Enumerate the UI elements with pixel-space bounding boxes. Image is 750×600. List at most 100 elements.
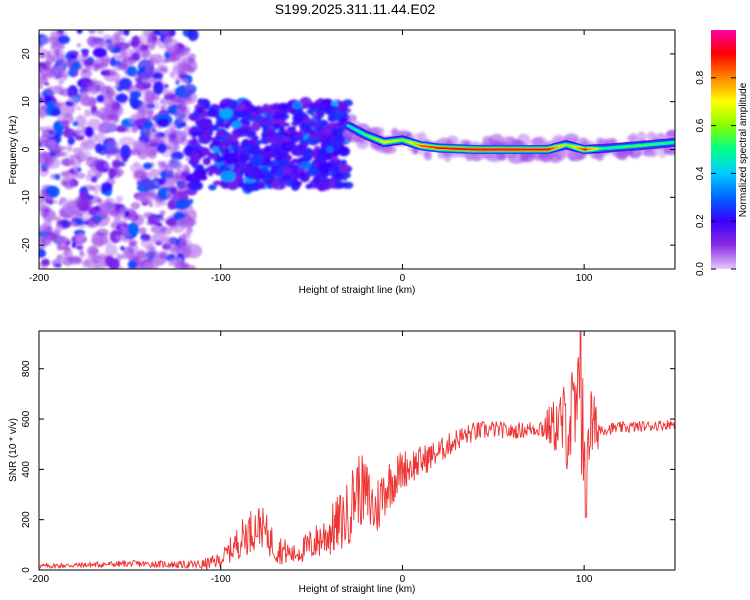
spectrogram-blob: [42, 219, 52, 229]
spectrogram-blob: [64, 173, 73, 180]
spectrogram-blob: [329, 167, 334, 173]
spectrogram-blob: [197, 106, 203, 114]
spectrogram-blob: [143, 212, 149, 217]
spectrogram-blob: [115, 93, 129, 103]
spectrogram-blob: [167, 257, 175, 267]
spectrogram-blob: [225, 149, 230, 154]
spectrogram-blob: [262, 125, 269, 135]
spectrogram-blob: [62, 251, 70, 256]
spectrogram-blob: [200, 129, 207, 135]
spectrogram-blob: [70, 166, 80, 176]
spectrogram-blob: [120, 144, 131, 160]
spectrogram-blob: [76, 172, 86, 179]
spectrogram-blob: [165, 218, 177, 227]
spectrogram-blob: [170, 151, 184, 160]
snr-xtick-label: 0: [400, 574, 406, 585]
spectrogram-blob: [125, 126, 132, 134]
snr-panel: -200 -100 0 100 0 200 400 600 800 Height of stra…: [8, 330, 676, 595]
spectrogram-blob: [218, 140, 233, 148]
spectrogram-blob: [62, 157, 75, 167]
spectrogram-blob: [294, 181, 303, 186]
spectrogram-blob: [85, 126, 94, 138]
spectrogram-blob: [121, 253, 131, 259]
spectrogram-blob: [636, 131, 647, 143]
spectrogram-blob: [96, 94, 105, 103]
spectrogram-blob: [331, 164, 338, 169]
spectrogram-blob: [111, 159, 122, 169]
spectrogram-blob: [50, 43, 65, 50]
spectrogram-blob: [183, 89, 191, 97]
spectrogram-blob: [243, 166, 253, 174]
spectrogram-blob: [207, 171, 214, 177]
spectrogram-blob: [231, 140, 240, 148]
spectrogram-blob: [190, 150, 200, 165]
spectrogram-blob: [85, 174, 92, 182]
spectrogram-blob: [254, 135, 259, 140]
spectrogram-blob: [110, 167, 124, 177]
spectrogram-blob: [164, 35, 174, 44]
spectrogram-blob: [174, 198, 191, 210]
spectrogram-blob: [167, 99, 173, 104]
spectrogram-blob: [278, 105, 287, 109]
spectrogram-blob: [202, 157, 211, 166]
spectrogram-blob: [334, 182, 341, 186]
spectrogram-blob: [219, 102, 228, 110]
spectrogram-blob: [39, 203, 46, 213]
spectrogram-blob: [331, 100, 338, 107]
spectrogram-blob: [76, 245, 84, 250]
spectrogram-blob: [69, 53, 78, 60]
colorbar-gradient: [711, 30, 736, 269]
spectrogram-blob: [172, 143, 181, 151]
spectrogram-blob: [423, 152, 433, 161]
spectrogram-blob: [156, 63, 166, 72]
spectrogram-blob: [212, 156, 217, 162]
spectrogram-blob: [46, 101, 55, 110]
spectrogram-blob: [131, 149, 142, 156]
spectrogram-blob: [125, 84, 134, 93]
spectrogram-blob: [122, 214, 132, 221]
spectrogram-blob: [51, 259, 62, 268]
spectrogram-blob: [170, 158, 176, 165]
spectrogram-blob: [496, 151, 507, 161]
spectrogram-blob: [42, 209, 56, 222]
spectrogram-blob: [220, 170, 236, 182]
spectrogram-blob: [137, 104, 148, 116]
spectrogram-blob: [88, 186, 96, 191]
spectrogram-line: [343, 121, 675, 154]
spectrogram-blob: [142, 162, 153, 170]
spectrogram-blob: [595, 137, 605, 147]
spectrogram-blob: [108, 208, 117, 217]
spectrogram-blob: [41, 265, 48, 269]
spectrogram-blob: [170, 127, 176, 132]
spectrogram-blob: [138, 227, 147, 236]
spectrogram-blob: [39, 49, 51, 58]
spectrogram-blob: [257, 183, 266, 190]
colorbar-tick-label: 0.2: [695, 214, 706, 228]
spectrogram-blob: [180, 262, 187, 269]
spectrogram-blob: [39, 156, 45, 165]
spectrogram-blob: [54, 48, 61, 56]
spectrogram-blob: [67, 96, 80, 103]
spectrogram-blob: [305, 183, 313, 189]
spectrogram-blob: [182, 231, 191, 239]
spectrogram-blob: [265, 150, 276, 159]
spectrogram-blob: [184, 83, 195, 91]
spectrogram-ytick-label: -20: [21, 237, 32, 252]
spectrogram-blob: [180, 121, 187, 127]
spectrogram-blob: [304, 147, 313, 155]
spectrogram-blob: [187, 30, 199, 42]
spectrogram-blob: [290, 144, 307, 157]
spectrogram-blob: [231, 120, 242, 129]
spectrogram-blob: [41, 167, 48, 172]
spectrogram-blob: [96, 30, 105, 35]
spectrogram-blob: [276, 167, 284, 176]
spectrogram-blob: [120, 51, 129, 59]
spectrogram-blob: [334, 173, 343, 179]
spectrogram-blob: [188, 53, 196, 61]
spectrogram-blob: [144, 97, 154, 107]
spectrogram-blob: [87, 195, 94, 200]
spectrogram-blob: [113, 85, 120, 89]
spectrogram-blob: [278, 126, 286, 134]
snr-ytick-label: 600: [21, 410, 32, 427]
spectrogram-blob: [234, 173, 241, 182]
